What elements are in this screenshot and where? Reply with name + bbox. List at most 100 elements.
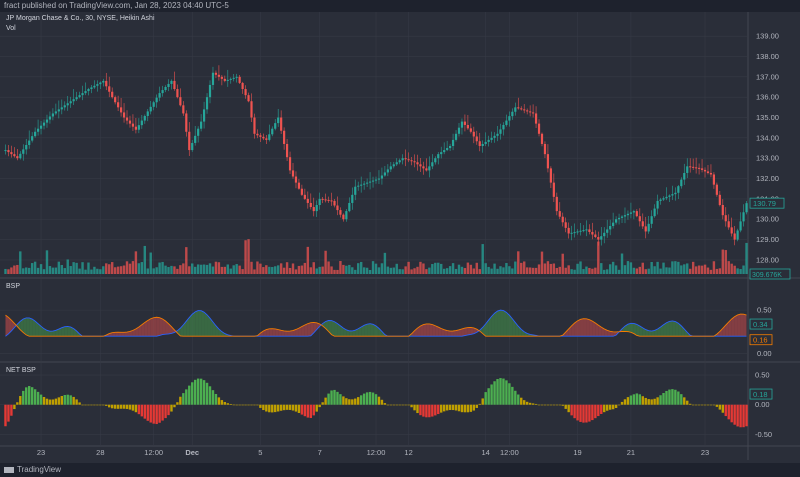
bsp-fill-segment bbox=[162, 318, 166, 335]
volume-bar bbox=[531, 267, 535, 274]
y-tick-label: 134.00 bbox=[756, 133, 779, 142]
volume-bar bbox=[72, 262, 75, 274]
volume-bar bbox=[25, 267, 28, 274]
price-bar-body bbox=[395, 162, 398, 165]
net-bsp-bar bbox=[339, 394, 342, 405]
net-bsp-bar bbox=[182, 393, 185, 405]
price-bar-body bbox=[576, 231, 579, 233]
x-tick-label: 5 bbox=[258, 448, 262, 457]
bsp-fill-segment bbox=[55, 329, 59, 337]
bsp-fill-segment bbox=[17, 321, 21, 330]
bsp-fill-segment bbox=[376, 325, 379, 337]
price-bar-body bbox=[709, 172, 713, 175]
price-bar-body bbox=[410, 160, 413, 162]
price-bar-body bbox=[419, 164, 422, 167]
price-bar-body bbox=[78, 95, 81, 98]
net-bsp-bar bbox=[531, 403, 535, 405]
chart-svg[interactable]: 23 28 12:00 Dec 5 7 12:00 12 14 12:00 19 21 23 139.00… bbox=[0, 12, 800, 475]
bsp-fill-segment bbox=[156, 317, 160, 337]
net-bsp-bar bbox=[282, 404, 286, 411]
volume-bar bbox=[448, 266, 452, 274]
bsp-fill-segment bbox=[672, 320, 676, 337]
price-bar-body bbox=[662, 198, 665, 200]
net-bsp-bar bbox=[170, 404, 173, 412]
price-bar-body bbox=[641, 221, 644, 227]
volume-bar bbox=[354, 269, 357, 274]
price-bar-body bbox=[451, 139, 455, 146]
price-bar-body bbox=[244, 89, 247, 96]
net-bsp-bar bbox=[416, 404, 419, 414]
price-bar-body bbox=[155, 97, 158, 103]
volume-bar bbox=[683, 264, 686, 274]
price-bar-body bbox=[19, 153, 22, 159]
price-bar-body bbox=[380, 175, 384, 179]
bsp-fill-segment bbox=[583, 318, 587, 337]
price-bar-body bbox=[90, 87, 93, 90]
net-bsp-bar bbox=[478, 403, 481, 405]
net-bsp-bar bbox=[582, 404, 585, 423]
net-bsp-bar bbox=[686, 400, 689, 405]
volume-bar bbox=[493, 263, 496, 274]
net-bsp-bar bbox=[220, 400, 224, 405]
volume-bar bbox=[318, 266, 321, 274]
net-bsp-bar bbox=[318, 404, 321, 408]
volume-bar bbox=[113, 267, 117, 274]
volume-bar bbox=[451, 263, 455, 274]
bsp-fill-segment bbox=[645, 329, 649, 337]
bsp-fill-segment bbox=[524, 331, 528, 337]
bsp-fill-segment bbox=[135, 326, 139, 337]
net-bsp-bar bbox=[36, 391, 40, 405]
bsp-fill-segment bbox=[607, 330, 611, 337]
price-bar-body bbox=[620, 216, 624, 218]
bsp-fill-segment bbox=[38, 323, 42, 337]
net-bsp-bar bbox=[16, 402, 19, 405]
bsp-fill-segment bbox=[124, 332, 128, 337]
net-bsp-bar bbox=[502, 378, 505, 405]
net-bsp-bar bbox=[196, 378, 200, 405]
bsp-fill-segment bbox=[287, 331, 291, 337]
price-bar-body bbox=[526, 110, 529, 112]
net-bsp-bar bbox=[143, 404, 146, 419]
price-bar-body bbox=[229, 78, 232, 80]
bsp-fill-segment bbox=[648, 330, 652, 337]
volume-bar bbox=[523, 261, 526, 274]
bsp-fill-segment bbox=[307, 322, 311, 337]
volume-bar bbox=[463, 268, 467, 274]
volume-bar bbox=[10, 267, 13, 274]
bsp-fill-segment bbox=[328, 320, 332, 335]
y-tick-label: 0.50 bbox=[755, 371, 770, 380]
price-bar-body bbox=[463, 121, 467, 125]
net-bsp-bar bbox=[395, 404, 398, 406]
net-bsp-bar bbox=[514, 390, 517, 405]
price-bar-body bbox=[241, 82, 244, 90]
net-bsp-bar bbox=[125, 404, 129, 409]
net-bsp-bar bbox=[108, 404, 111, 408]
price-bar-body bbox=[481, 143, 484, 146]
volume-bar bbox=[93, 266, 96, 274]
volume-bar bbox=[528, 267, 532, 274]
price-bar-body bbox=[277, 117, 280, 124]
net-bsp-bar bbox=[217, 397, 221, 405]
volume-bar bbox=[546, 261, 550, 274]
volume-bar bbox=[611, 261, 615, 274]
net-bsp-bar bbox=[534, 403, 538, 405]
net-bsp-bar bbox=[312, 404, 315, 416]
volume-bar bbox=[359, 261, 363, 274]
price-bar-body bbox=[383, 172, 386, 176]
net-bsp-bar bbox=[60, 396, 64, 405]
price-bar-body bbox=[69, 101, 72, 104]
volume-bar bbox=[395, 263, 398, 274]
net-bsp-bar bbox=[641, 396, 644, 405]
price-bar-body bbox=[283, 130, 286, 144]
net-bsp-bar bbox=[247, 404, 250, 406]
bsp-fill-segment bbox=[728, 318, 732, 337]
bsp-fill-segment bbox=[198, 310, 202, 337]
price-bar-body bbox=[431, 162, 434, 167]
volume-bar bbox=[460, 266, 464, 274]
net-bsp-bar bbox=[193, 379, 197, 405]
volume-bar bbox=[383, 252, 387, 274]
bsp-fill-segment bbox=[64, 326, 68, 337]
volume-bar bbox=[600, 263, 603, 274]
net-bsp-bar bbox=[39, 394, 43, 405]
bsp-fill-segment bbox=[435, 325, 439, 337]
